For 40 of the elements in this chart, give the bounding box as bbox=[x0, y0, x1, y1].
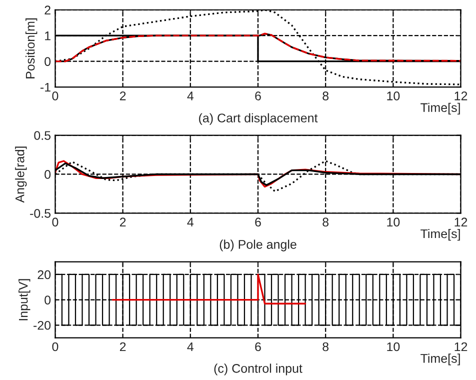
y-tick-label: 0.5 bbox=[34, 131, 51, 140]
y-tick-label: 0 bbox=[44, 57, 51, 66]
text: (a) Cart displacement bbox=[199, 113, 318, 125]
text: (c) Control input bbox=[214, 364, 302, 376]
y-axis-title: Position[m] bbox=[26, 18, 38, 78]
x-tick-label: 8 bbox=[322, 218, 329, 227]
x-tick-label: 12 bbox=[454, 92, 468, 100]
x-tick-label: 0 bbox=[52, 92, 58, 100]
y-tick-label: -20 bbox=[34, 320, 51, 330]
x-tick-label: 10 bbox=[387, 218, 400, 227]
x-tick-label: 12 bbox=[454, 218, 468, 226]
y-tick-label: 0 bbox=[44, 170, 51, 179]
x-tick-label: 8 bbox=[322, 92, 329, 100]
x-tick-label: 10 bbox=[387, 342, 400, 352]
x-tick-label: 4 bbox=[187, 92, 194, 100]
x-tick-label: 12 bbox=[454, 342, 468, 352]
y-tick-label: -1 bbox=[40, 82, 50, 92]
x-tick-label: 4 bbox=[187, 342, 194, 352]
x-tick-label: 8 bbox=[322, 342, 329, 352]
x-axis-title: Time[s] bbox=[420, 354, 460, 366]
y-tick-label: -0.5 bbox=[30, 208, 51, 218]
y-tick-label: 1 bbox=[45, 32, 50, 40]
x-tick-label: 2 bbox=[120, 342, 126, 352]
x-tick-label: 2 bbox=[120, 92, 126, 100]
x-tick-label: 6 bbox=[255, 218, 261, 227]
x-tick-label: 0 bbox=[52, 218, 58, 227]
y-tick-label: 20 bbox=[38, 270, 51, 280]
x-axis-title: Time[s] bbox=[420, 102, 460, 114]
text: (b) Pole angle bbox=[220, 240, 296, 252]
x-tick-label: 10 bbox=[387, 92, 400, 100]
x-tick-label: 0 bbox=[52, 342, 58, 352]
x-axis-title: Time[s] bbox=[420, 229, 460, 241]
x-tick-label: 2 bbox=[120, 218, 126, 226]
x-tick-label: 4 bbox=[187, 218, 194, 226]
y-axis-title: Angle[rad] bbox=[15, 146, 27, 203]
y-axis-title: Input[V] bbox=[18, 279, 30, 320]
x-tick-label: 6 bbox=[255, 342, 261, 352]
x-tick-label: 6 bbox=[255, 92, 261, 100]
y-tick-label: 0 bbox=[44, 296, 51, 304]
y-tick-label: 2 bbox=[44, 6, 50, 14]
